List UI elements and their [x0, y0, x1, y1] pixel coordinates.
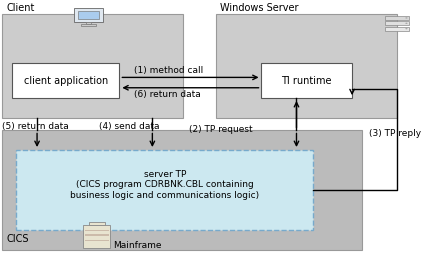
Text: CICS: CICS [6, 235, 29, 244]
FancyBboxPatch shape [74, 8, 103, 22]
Bar [85, 234, 109, 236]
Text: (2) TP request: (2) TP request [190, 125, 253, 134]
Text: (4) send data: (4) send data [99, 122, 159, 131]
FancyBboxPatch shape [385, 27, 409, 31]
Text: (5) return data: (5) return data [2, 122, 69, 131]
Text: (6) return data: (6) return data [134, 90, 201, 99]
FancyBboxPatch shape [12, 63, 119, 98]
FancyBboxPatch shape [2, 14, 183, 118]
FancyBboxPatch shape [89, 222, 105, 225]
Bar [81, 24, 97, 26]
FancyBboxPatch shape [385, 21, 409, 25]
Circle shape [405, 17, 408, 19]
Bar [86, 22, 91, 24]
Bar [85, 230, 109, 231]
Text: (1) method call: (1) method call [134, 66, 203, 75]
FancyBboxPatch shape [262, 63, 352, 98]
Text: Mainframe: Mainframe [113, 241, 162, 250]
FancyBboxPatch shape [385, 16, 409, 20]
Text: (3) TP reply: (3) TP reply [369, 129, 421, 138]
FancyBboxPatch shape [16, 150, 313, 230]
Text: server TP
(CICS program CDRBNK.CBL containing
business logic and communications : server TP (CICS program CDRBNK.CBL conta… [70, 170, 259, 200]
Circle shape [405, 28, 408, 29]
Bar [85, 240, 109, 241]
Text: Client: Client [6, 3, 35, 13]
Text: TI runtime: TI runtime [281, 76, 332, 86]
Text: Windows Server: Windows Server [221, 3, 299, 13]
FancyBboxPatch shape [78, 11, 99, 19]
FancyBboxPatch shape [83, 225, 110, 248]
Circle shape [405, 23, 408, 24]
FancyBboxPatch shape [216, 14, 397, 118]
Text: client application: client application [24, 76, 108, 86]
FancyBboxPatch shape [2, 131, 363, 250]
